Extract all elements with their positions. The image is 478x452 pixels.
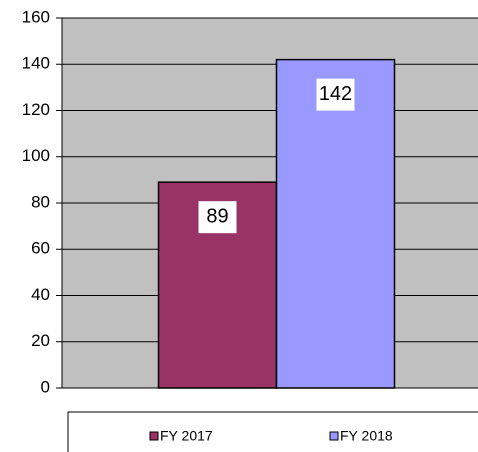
y-tick-label: 140 [22,54,50,73]
legend-swatch [329,431,339,441]
y-tick-label: 100 [22,146,50,165]
y-tick-label: 120 [22,100,50,119]
data-label-box [198,201,237,234]
y-tick-label: 40 [31,285,50,304]
bar [275,58,396,389]
legend-label: FY 2018 [340,428,393,444]
legend-box [67,411,478,452]
y-tick-label: 0 [41,377,50,396]
y-tick-label: 60 [31,239,50,258]
legend-label: FY 2017 [160,428,213,444]
y-tick-label: 80 [31,192,50,211]
y-tick-label: 20 [31,331,50,350]
y-tick-label: 160 [22,7,50,26]
data-label-box [316,78,355,111]
data-label: 142 [319,83,352,105]
legend-swatch [149,431,159,441]
data-label: 89 [206,205,228,227]
